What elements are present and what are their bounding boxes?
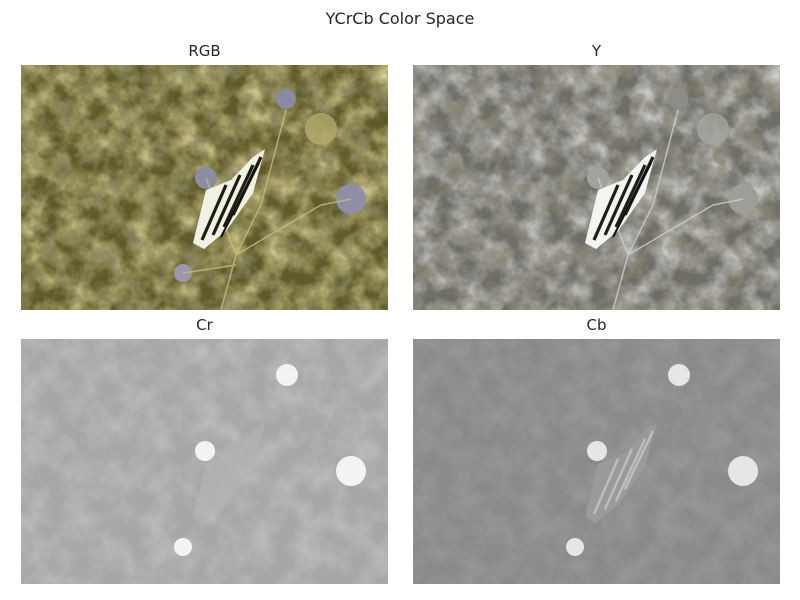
butterfly: [193, 149, 265, 249]
butterfly: [193, 423, 265, 523]
image-y: [413, 65, 780, 310]
image-cb: [413, 339, 780, 584]
panel-title-rgb: RGB: [188, 42, 221, 60]
bright-spots: [566, 364, 758, 556]
butterfly: [585, 423, 657, 523]
thistle-heads: [587, 89, 758, 214]
panel-title-cb: Cb: [586, 316, 607, 334]
panel-title-y: Y: [591, 42, 602, 60]
figure-title: YCrCb Color Space: [325, 9, 475, 28]
butterfly: [585, 149, 657, 249]
image-cr: [21, 339, 388, 584]
bright-spots: [174, 364, 366, 556]
panel-title-cr: Cr: [196, 316, 213, 334]
image-rgb: [21, 65, 388, 310]
